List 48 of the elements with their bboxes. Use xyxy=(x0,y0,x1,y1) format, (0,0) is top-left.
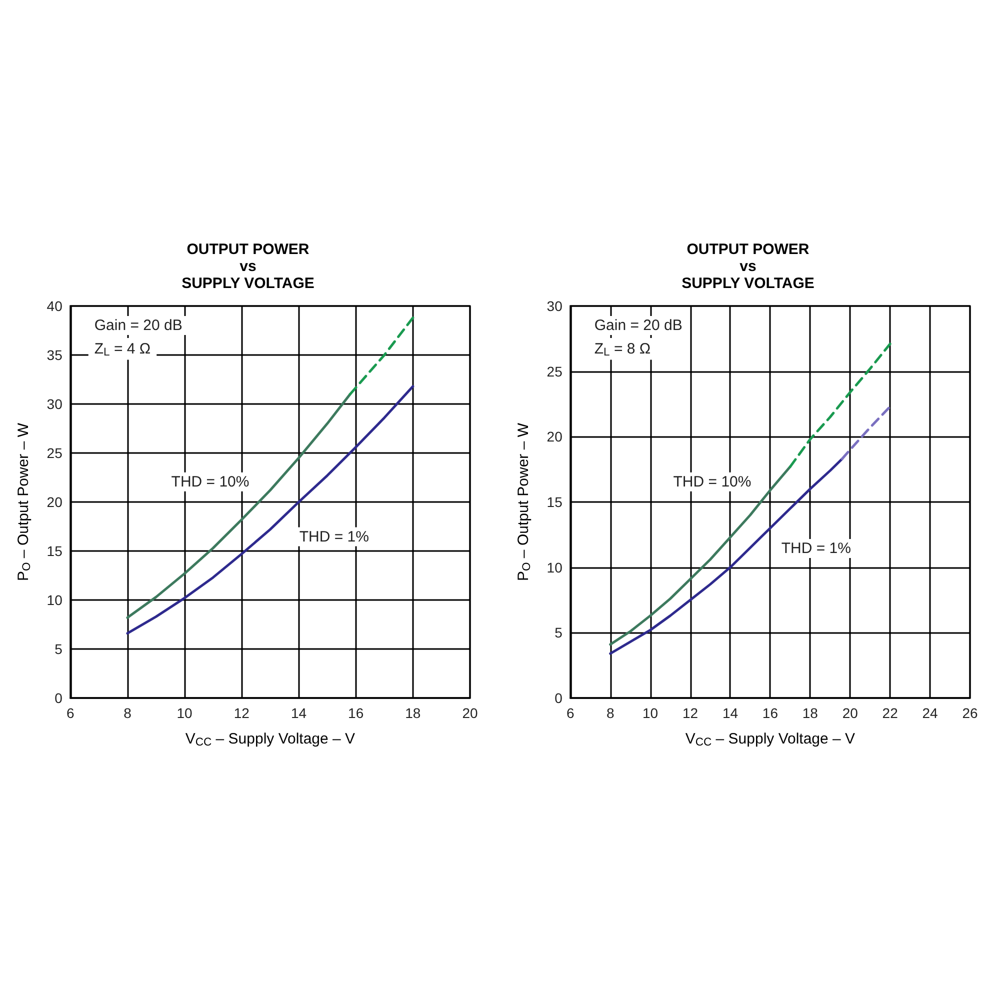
y-tick-label: 20 xyxy=(546,428,563,445)
x-tick-label: 20 xyxy=(842,705,858,721)
x-tick-label: 14 xyxy=(290,705,307,721)
y-tick-label: 15 xyxy=(46,543,63,559)
y-tick-label: 10 xyxy=(46,592,63,608)
chart-title: OUTPUT POWER vs SUPPLY VOLTAGE xyxy=(182,241,314,292)
y-tick-label: 5 xyxy=(554,624,563,641)
x-tick-label: 16 xyxy=(762,705,778,721)
x-tick-label: 12 xyxy=(682,705,698,721)
annotation: Gain = 20 dB xyxy=(594,317,682,334)
y-tick-label: 30 xyxy=(546,298,563,314)
x-tick-label: 12 xyxy=(234,705,250,721)
y-axis-title: PO – Output Power – W xyxy=(515,422,533,581)
y-tick-label: 25 xyxy=(46,445,63,461)
line-series xyxy=(126,385,414,635)
annotation: THD = 1% xyxy=(781,540,851,558)
y-tick-label: 25 xyxy=(546,363,563,380)
x-tick-label: 18 xyxy=(802,705,818,721)
x-tick-label: 8 xyxy=(606,705,614,721)
y-tick-label: 40 xyxy=(46,298,63,314)
chart-title: OUTPUT POWER vs SUPPLY VOLTAGE xyxy=(682,241,814,292)
y-tick-label: 5 xyxy=(54,641,63,657)
annotation: THD = 10% xyxy=(171,473,250,490)
x-tick-label: 10 xyxy=(642,705,658,721)
x-tick-label: 24 xyxy=(922,705,938,721)
x-tick-label: 6 xyxy=(66,705,74,721)
x-tick-label: 26 xyxy=(962,705,978,721)
y-tick-label: 20 xyxy=(46,494,63,510)
y-axis-title: PO – Output Power – W xyxy=(15,422,33,581)
y-tick-label: 10 xyxy=(546,559,563,576)
x-tick-label: 16 xyxy=(348,705,364,721)
x-tick-label: 18 xyxy=(405,705,421,721)
x-tick-label: 22 xyxy=(882,705,898,721)
annotation: THD = 1% xyxy=(299,528,369,546)
x-tick-label: 14 xyxy=(722,705,738,721)
line-series xyxy=(788,342,892,468)
y-tick-label: 15 xyxy=(546,494,563,510)
line-series xyxy=(840,405,892,460)
x-tick-label: 6 xyxy=(566,705,574,721)
x-tick-label: 20 xyxy=(462,705,478,721)
y-tick-label: 35 xyxy=(46,347,63,363)
x-tick-label: 8 xyxy=(124,705,132,721)
annotation: Gain = 20 dB xyxy=(94,317,182,334)
x-tick-label: 10 xyxy=(176,705,193,721)
y-tick-label: 0 xyxy=(554,690,563,706)
y-tick-label: 30 xyxy=(46,396,63,412)
annotation: THD = 10% xyxy=(673,473,752,490)
y-tick-label: 0 xyxy=(54,690,63,706)
